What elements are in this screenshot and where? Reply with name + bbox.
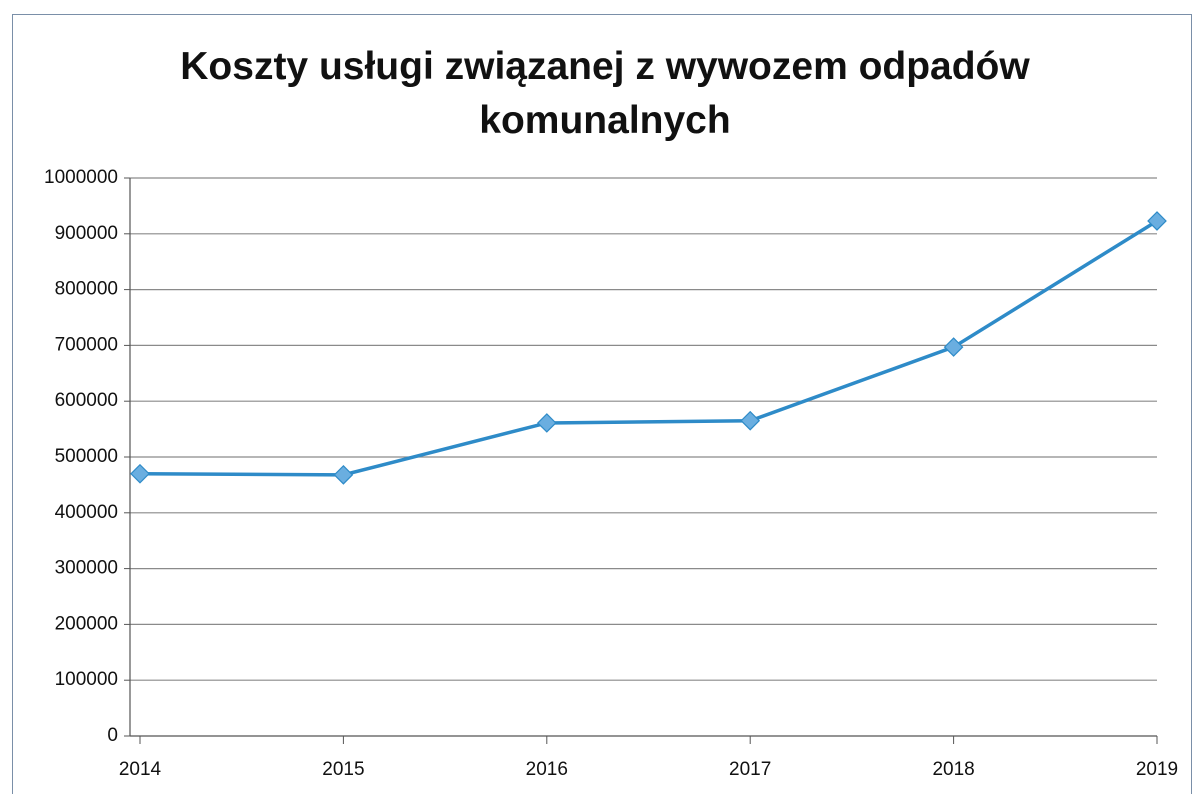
- chart-frame: [12, 14, 1192, 794]
- y-tick-label: 1000000: [44, 167, 118, 188]
- marker: [740, 410, 761, 431]
- marker: [333, 465, 354, 485]
- marker: [1147, 211, 1167, 231]
- y-tick-label: 800000: [55, 279, 118, 300]
- marker: [130, 463, 150, 484]
- y-tick-label: 900000: [55, 223, 118, 244]
- marker: [536, 413, 557, 433]
- y-tick-label: 100000: [55, 669, 118, 690]
- marker: [943, 337, 964, 357]
- y-tick-label: 0: [107, 725, 118, 746]
- x-tick-label: 2018: [932, 759, 974, 780]
- x-tick-label: 2014: [119, 759, 162, 780]
- y-tick-label: 200000: [55, 613, 118, 634]
- y-tick-label: 500000: [55, 446, 118, 467]
- x-tick-label: 2017: [729, 759, 771, 780]
- line: [139, 219, 1158, 477]
- y-tick-label: 600000: [55, 390, 118, 411]
- y-tick-label: 400000: [55, 502, 118, 523]
- x-tick-label: 2016: [526, 759, 568, 780]
- x-tick-label: 2015: [322, 759, 364, 780]
- y-tick-label: 700000: [55, 334, 118, 355]
- chart-title: Koszty usługi związanej z wywozem odpadó…: [180, 45, 1030, 142]
- y-tick-label: 300000: [55, 558, 118, 579]
- x-tick-label: 2019: [1136, 759, 1178, 780]
